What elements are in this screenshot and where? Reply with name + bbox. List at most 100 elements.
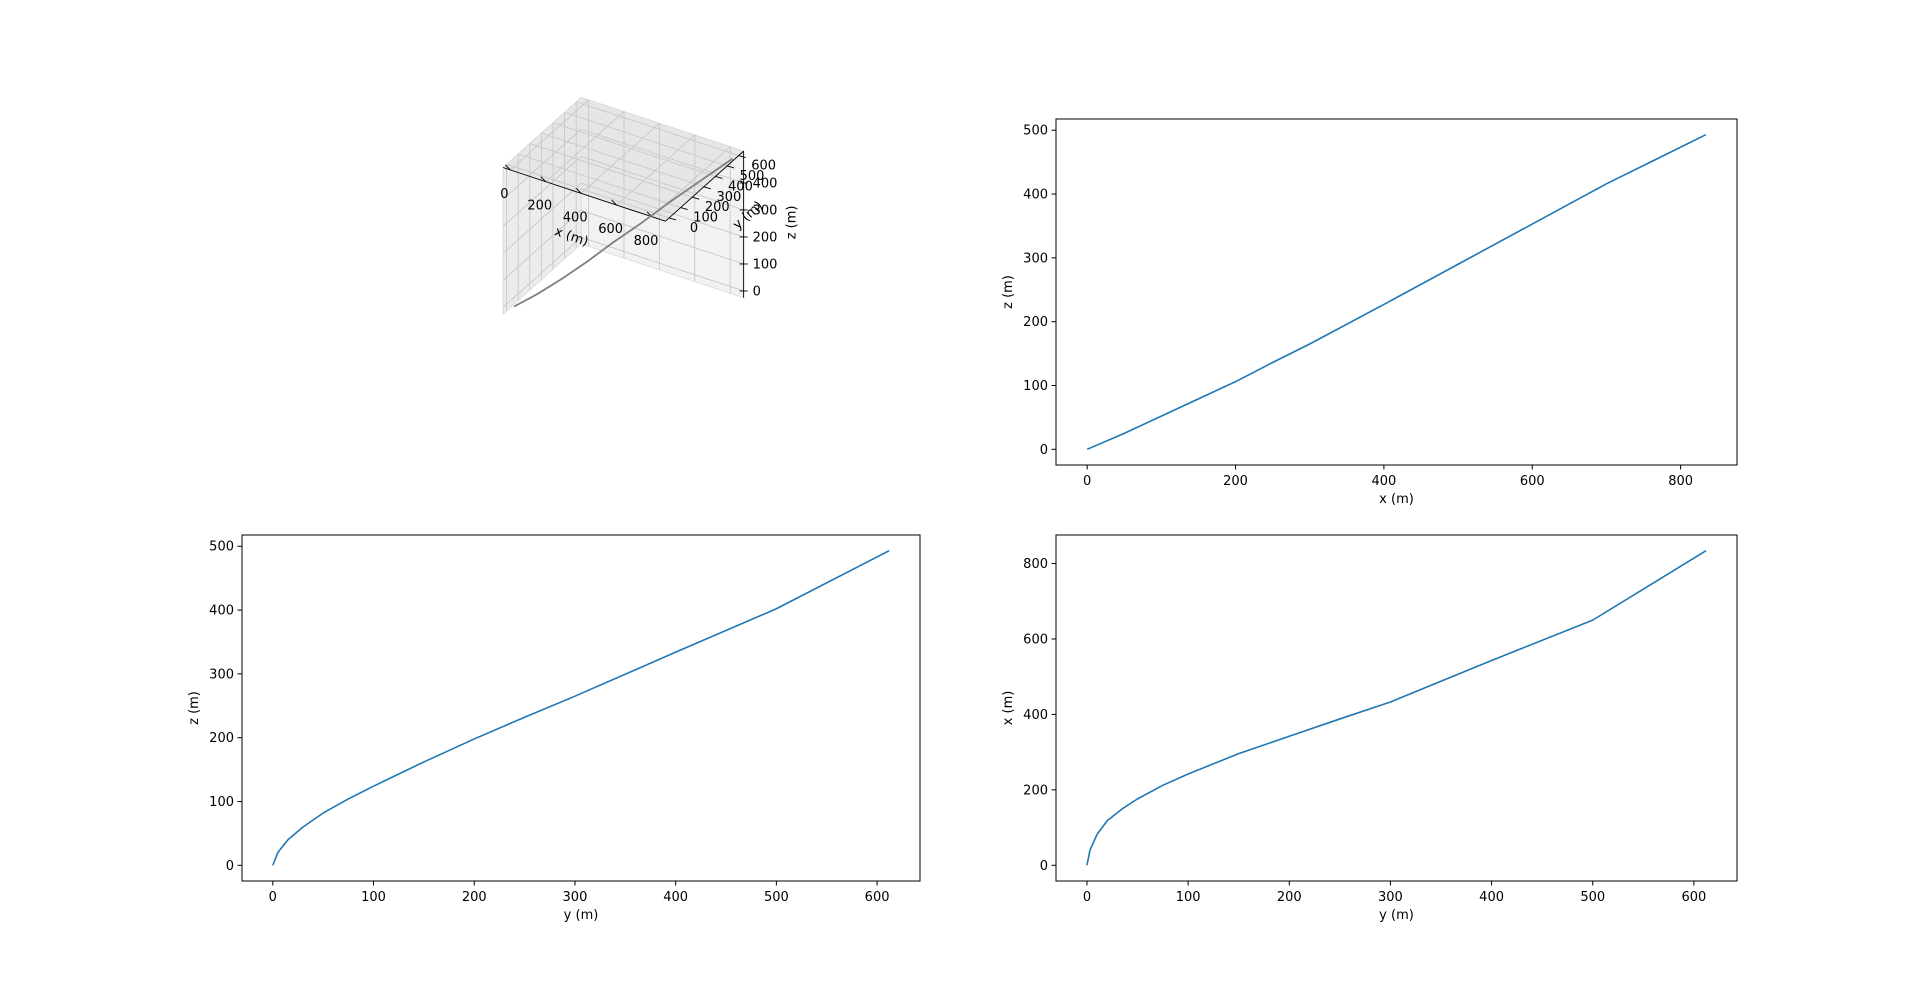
x-axis-label: y (m) [564, 908, 599, 923]
plot-area [1055, 118, 1738, 466]
y-tick-label: 400 [1023, 188, 1048, 203]
x-tick-label: 400 [1479, 890, 1504, 905]
y-tick-label: 300 [716, 190, 741, 205]
grid-line [581, 182, 744, 238]
series-line [1086, 133, 1707, 451]
plot-area [1055, 534, 1738, 882]
y-tick-label: 400 [209, 604, 234, 619]
grid-line [616, 134, 696, 206]
grid-line [545, 111, 625, 182]
grid-line [502, 236, 582, 308]
x-tick-label: 600 [1681, 890, 1706, 905]
y-tick-label: 200 [1023, 315, 1048, 330]
x-tick-label: 500 [1580, 890, 1605, 905]
y-tick [668, 217, 677, 221]
x-tick [575, 188, 582, 194]
grid-line [502, 182, 582, 254]
z-tick-label: 400 [753, 176, 778, 191]
chart-3d-trajectory: 0200400600800010020030040050060001002003… [500, 96, 800, 315]
x-tick-label: 600 [1520, 474, 1545, 489]
x-tick-label: 0 [1083, 890, 1091, 905]
x-tick-label: 600 [598, 222, 623, 237]
x-tick-label: 100 [1176, 890, 1201, 905]
y-tick-label: 500 [740, 169, 765, 184]
y-tick-label: 0 [226, 859, 234, 874]
y-tick-label: 400 [1023, 708, 1048, 723]
grid-line [502, 209, 582, 281]
y-tick-label: 300 [209, 667, 234, 682]
y-axis-label: z (m) [187, 691, 202, 725]
x-tick-label: 100 [361, 890, 386, 905]
y-tick [692, 196, 700, 200]
y-tick-label: 600 [1023, 632, 1048, 647]
y-tick-label: 0 [1040, 859, 1048, 874]
series-line [272, 549, 890, 866]
y-tick [738, 155, 746, 159]
x-tick-label: 300 [1378, 890, 1403, 905]
grid-line [581, 209, 744, 265]
z-tick-label: 100 [753, 257, 778, 272]
x-tick-label: 200 [1223, 474, 1248, 489]
x-tick-label: 800 [1668, 474, 1693, 489]
y-tick-label: 0 [690, 221, 698, 236]
grid-line [529, 143, 693, 198]
x-tick-label: 0 [500, 187, 508, 202]
y-tick-label: 200 [1023, 783, 1048, 798]
grid-line [506, 163, 670, 219]
x-tick [505, 164, 511, 171]
x-tick-label: 0 [269, 890, 277, 905]
x-tick-label: 800 [634, 234, 659, 249]
x-axis-label: x (m) [1379, 492, 1414, 507]
y-axis-label: z (m) [1001, 275, 1016, 309]
grid-line [510, 99, 589, 171]
grid-line [552, 122, 716, 177]
y-tick [680, 207, 688, 211]
grid-line [580, 122, 660, 194]
y-tick-label: 0 [1040, 443, 1048, 458]
y-axis-label: x (m) [1001, 691, 1016, 726]
z-tick-label: 300 [753, 203, 778, 218]
x-tick-label: 200 [462, 890, 487, 905]
x-tick-label: 200 [527, 199, 552, 214]
x-tick-label: 0 [1083, 474, 1091, 489]
x-axis-label: y (m) [1379, 908, 1414, 923]
grid-line [502, 128, 582, 200]
y-tick-label: 100 [693, 211, 718, 226]
y-tick [726, 165, 735, 169]
y-tick-label: 600 [751, 159, 776, 174]
trajectory-line [513, 157, 734, 308]
y-tick [703, 186, 711, 190]
grid-line [564, 111, 728, 167]
chart-y-vs-x: 0 100 200 300 400 500 600 0 200 400 600 800 y (m) x (… [1001, 534, 1738, 923]
y-tick-label: 100 [209, 795, 234, 810]
x-tick [540, 176, 547, 182]
y-tick-label: 100 [1023, 379, 1048, 394]
x-tick-label: 500 [764, 890, 789, 905]
y-tick-label: 300 [1023, 251, 1048, 266]
z-axis-label: z (m) [785, 206, 800, 240]
y-tick-label: 500 [1023, 124, 1048, 139]
x-tick-label: 400 [563, 210, 588, 225]
x-tick-label: 400 [663, 890, 688, 905]
chart-x-vs-z: 0 200 400 600 800 0 100 200 300 400 500 x (m) z (m) [1001, 118, 1738, 507]
y-tick [715, 175, 723, 179]
x-axis-line [502, 167, 666, 222]
y-tick-label: 500 [209, 540, 234, 555]
x-tick-label: 600 [865, 890, 890, 905]
series-line [1086, 550, 1707, 866]
grid-line [518, 153, 681, 209]
x-tick [611, 199, 617, 206]
y-tick-label: 200 [209, 731, 234, 746]
z-tick-label: 200 [753, 230, 778, 245]
x-tick-label: 300 [563, 890, 588, 905]
grid-line [502, 155, 582, 227]
grid-line [581, 155, 744, 211]
z-tick-label: 0 [753, 284, 761, 299]
y-tick-label: 200 [705, 200, 730, 215]
x-tick-label: 400 [1371, 474, 1396, 489]
grid-line [576, 101, 739, 157]
x-tick-label: 200 [1277, 890, 1302, 905]
grid-line [541, 132, 704, 188]
y-tick-label: 800 [1023, 557, 1048, 572]
